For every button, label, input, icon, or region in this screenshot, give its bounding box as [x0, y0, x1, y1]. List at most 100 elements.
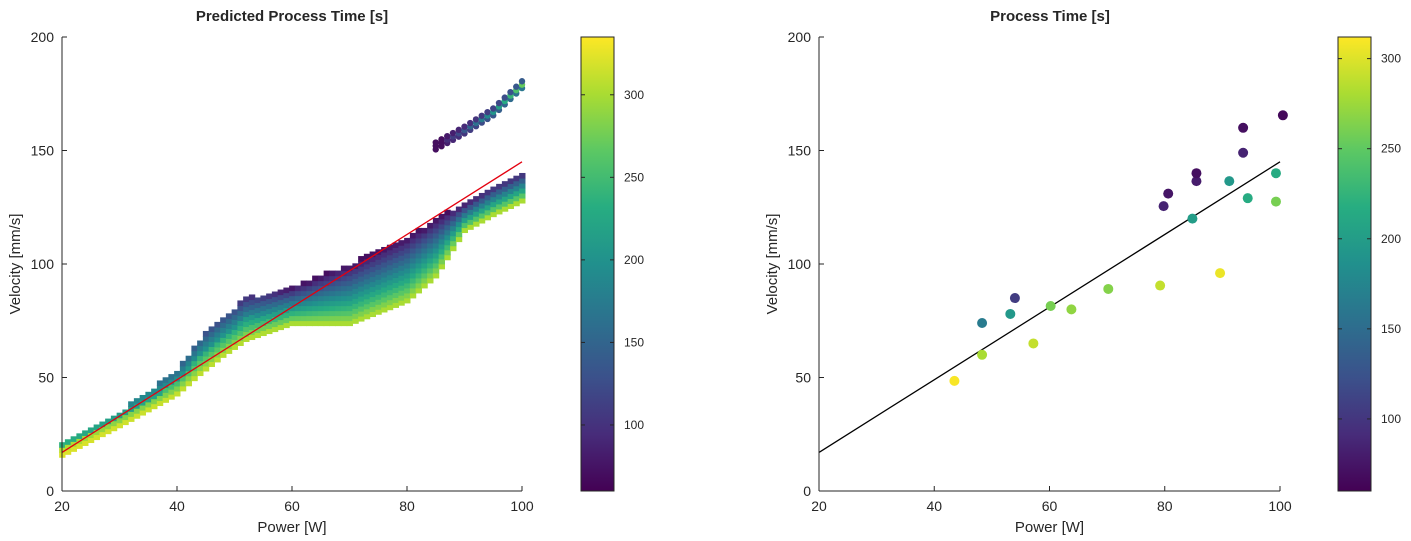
- heatmap-cell: [444, 219, 451, 226]
- heatmap-cell: [375, 294, 382, 300]
- x-tick-label: 20: [811, 498, 827, 514]
- heatmap-cell: [271, 321, 279, 328]
- heatmap-cell: [317, 300, 325, 307]
- heatmap-cell: [427, 257, 434, 264]
- heatmap-cell: [432, 247, 440, 254]
- heatmap-cell: [507, 198, 514, 204]
- heatmap-cell: [484, 209, 491, 216]
- heatmap-cell: [254, 302, 261, 309]
- scatter-point: [949, 375, 960, 386]
- heatmap-cell: [398, 290, 405, 296]
- heatmap-cell: [185, 365, 192, 372]
- heatmap-cell: [237, 320, 244, 326]
- heatmap-cell: [484, 108, 491, 116]
- heatmap-cell: [329, 285, 336, 292]
- heatmap-cell: [283, 287, 290, 294]
- heatmap-cell: [346, 290, 353, 297]
- heatmap-cell: [329, 270, 336, 277]
- heatmap-cell: [271, 311, 279, 318]
- heatmap-cell: [317, 320, 325, 327]
- heatmap-cell: [243, 311, 250, 318]
- colorbar-tick-label: 300: [624, 88, 644, 102]
- x-tick-label: 40: [926, 498, 942, 514]
- heatmap-cell: [294, 320, 302, 327]
- heatmap-cell: [317, 295, 325, 302]
- heatmap-cell: [496, 203, 503, 210]
- heatmap-cell: [432, 257, 440, 264]
- heatmap-cell: [444, 133, 451, 140]
- heatmap-cell: [427, 242, 434, 249]
- heatmap-cell: [329, 315, 336, 322]
- heatmap-cell: [294, 285, 302, 292]
- heatmap-cell: [404, 297, 411, 304]
- scatter-point: [1242, 193, 1253, 204]
- heatmap-cell: [340, 275, 348, 282]
- heatmap-cell: [340, 265, 348, 272]
- heatmap-cell: [312, 300, 319, 307]
- heatmap-cell: [87, 427, 95, 434]
- heatmap-cell: [415, 242, 422, 249]
- heatmap-cell: [156, 400, 164, 407]
- heatmap-cell: [369, 256, 376, 263]
- heatmap-cell: [231, 329, 238, 335]
- heatmap-cell: [415, 252, 422, 259]
- heatmap-cell: [409, 292, 417, 299]
- heatmap-cell: [260, 330, 267, 337]
- heatmap-cell: [398, 300, 405, 306]
- heatmap-cell: [162, 377, 169, 383]
- heatmap-cell: [352, 298, 359, 304]
- heatmap-cell: [283, 302, 290, 309]
- heatmap-cell: [392, 287, 399, 293]
- heatmap-cell: [76, 433, 83, 439]
- heatmap-cell: [323, 305, 330, 312]
- heatmap-cell: [381, 291, 388, 298]
- heatmap-cell: [473, 216, 480, 222]
- x-tick-label: 60: [284, 498, 300, 514]
- heatmap-cell: [518, 78, 526, 85]
- heatmap-cell: [312, 275, 319, 282]
- heatmap-cell: [467, 219, 474, 225]
- heatmap-cell: [197, 355, 204, 362]
- heatmap-cell: [323, 315, 330, 322]
- heatmap-cell: [427, 237, 434, 244]
- heatmap-cell: [266, 303, 273, 310]
- heatmap-cell: [415, 262, 422, 269]
- heatmap-cell: [306, 290, 313, 297]
- heatmap-cell: [335, 285, 342, 292]
- heatmap-cell: [214, 346, 221, 353]
- colorbar-tick-label: 300: [1381, 52, 1401, 66]
- heatmap-cell: [386, 284, 394, 291]
- heatmap-cell: [179, 375, 187, 382]
- heatmap-cell: [185, 380, 192, 387]
- heatmap-cell: [415, 257, 422, 264]
- heatmap-cell: [133, 403, 141, 409]
- heatmap-cell: [346, 305, 353, 312]
- colorbar-tick-label: 150: [1381, 322, 1401, 336]
- heatmap-cell: [450, 210, 457, 217]
- heatmap-cell: [421, 252, 428, 259]
- heatmap-cell: [369, 261, 376, 268]
- scatter-point: [1277, 110, 1288, 121]
- scatter-point: [1270, 196, 1281, 207]
- scatter-point: [977, 318, 988, 329]
- heatmap-cell: [375, 309, 382, 315]
- heatmap-cell: [473, 196, 480, 202]
- heatmap-cell: [386, 254, 394, 261]
- scatter-point: [1028, 338, 1039, 349]
- heatmap-cell: [335, 320, 342, 327]
- heatmap-cell: [82, 430, 89, 436]
- heatmap-cell: [404, 282, 411, 289]
- heatmap-cell: [340, 315, 348, 322]
- heatmap-cell: [519, 172, 526, 179]
- heatmap-cell: [467, 119, 474, 127]
- heatmap-cell: [323, 290, 330, 297]
- heatmap-cell: [168, 374, 175, 380]
- heatmap-cell: [266, 323, 273, 330]
- heatmap-cell: [329, 310, 336, 317]
- heatmap-cell: [363, 313, 371, 320]
- heatmap-cell: [467, 214, 474, 220]
- scatter-point: [1005, 308, 1016, 319]
- y-tick-label: 150: [31, 143, 55, 159]
- heatmap-cell: [335, 280, 342, 287]
- x-tick-label: 100: [510, 498, 534, 514]
